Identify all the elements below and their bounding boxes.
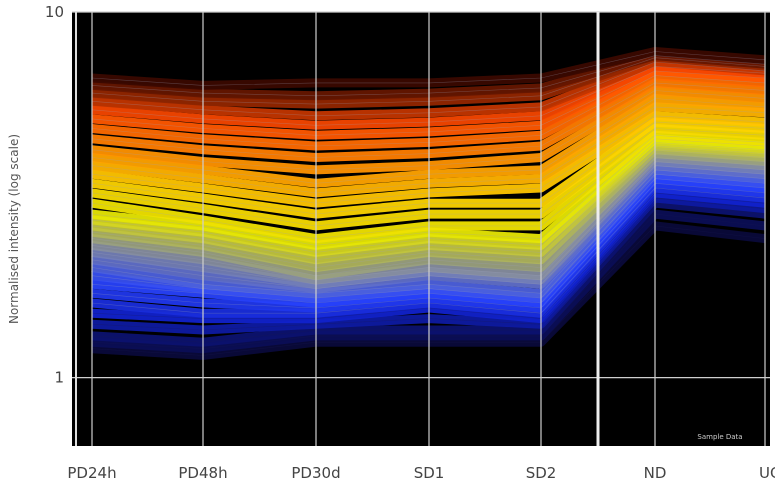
x-tick-label: SD1 bbox=[414, 464, 445, 482]
y-tick-layer: 10 1 bbox=[45, 3, 64, 387]
y-tick-label: 10 bbox=[45, 3, 64, 21]
y-axis-title: Normalised intensity (log scale) bbox=[7, 134, 21, 324]
x-tick-label: ND bbox=[644, 464, 667, 482]
x-tick-label: UG bbox=[759, 464, 775, 482]
y-tick-label: 1 bbox=[54, 369, 64, 387]
x-tick-layer: PD24h PD48h PD30d SD1 SD2 ND UG bbox=[67, 464, 775, 482]
watermark-text: Sample Data bbox=[697, 433, 742, 441]
x-tick-label: SD2 bbox=[526, 464, 557, 482]
x-tick-label: PD24h bbox=[67, 464, 116, 482]
x-tick-label: PD48h bbox=[178, 464, 227, 482]
grid-layer bbox=[72, 11, 770, 446]
x-tick-label: PD30d bbox=[291, 464, 340, 482]
